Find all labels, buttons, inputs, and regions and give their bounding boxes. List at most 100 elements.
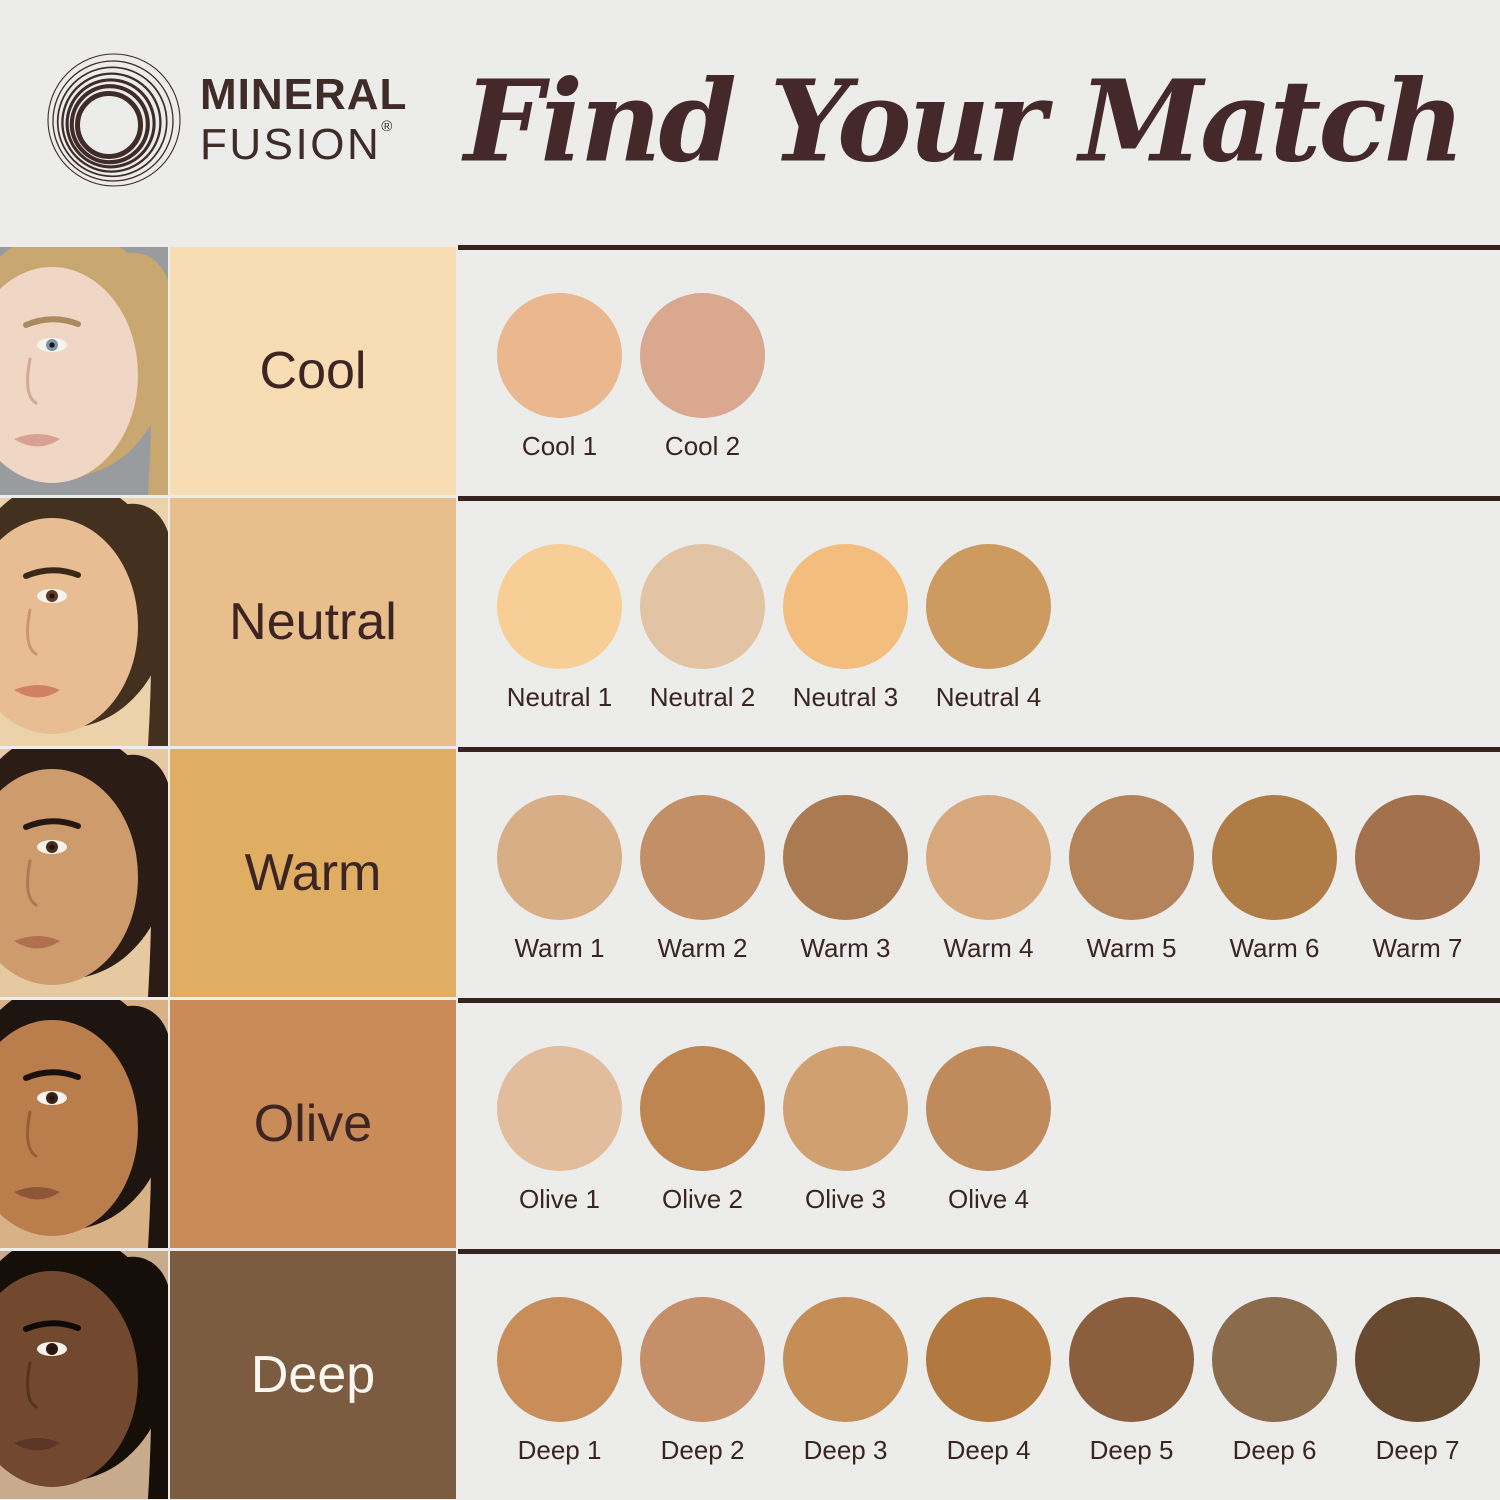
shade-swatch: Olive 3 xyxy=(783,1046,908,1215)
model-face-illustration xyxy=(0,1251,168,1499)
brand-wordmark: MINERAL FUSION® xyxy=(200,72,407,167)
shade-swatch-circle xyxy=(926,795,1051,920)
shade-swatch-name: Deep 4 xyxy=(946,1435,1031,1465)
shade-swatch-circle xyxy=(640,293,765,418)
registered-trademark-mark: ® xyxy=(381,117,393,135)
shade-swatch: Cool 1 xyxy=(497,293,622,462)
shade-swatch-name: Neutral 3 xyxy=(792,682,899,712)
shade-swatch-name: Warm 3 xyxy=(800,933,891,963)
shade-swatch-name: Olive 3 xyxy=(805,1184,886,1214)
shade-swatch-name: Deep 5 xyxy=(1089,1435,1174,1465)
shade-swatch-circle xyxy=(783,795,908,920)
model-photo xyxy=(0,245,168,496)
shade-swatch-name: Warm 2 xyxy=(657,933,748,963)
shade-family-label: Neutral xyxy=(229,593,397,651)
model-face-illustration xyxy=(0,498,168,746)
shade-swatch-circle xyxy=(1069,795,1194,920)
shade-family-label-block: Warm xyxy=(170,749,456,997)
shade-swatch: Deep 6 xyxy=(1212,1297,1337,1466)
shade-swatch-panel: Cool 1 Cool 2 xyxy=(458,245,1500,496)
shade-swatch: Deep 5 xyxy=(1069,1297,1194,1466)
shade-swatch: Deep 2 xyxy=(640,1297,765,1466)
shade-family-label: Olive xyxy=(253,1095,373,1153)
shade-row-olive: Olive Olive 1 Olive 2 Olive 3 Olive 4 xyxy=(0,998,1500,1249)
shade-swatch-circle xyxy=(1355,1297,1480,1422)
shade-swatch: Warm 6 xyxy=(1212,795,1337,964)
model-face-illustration xyxy=(0,749,168,997)
shade-swatch-circle xyxy=(497,1046,622,1171)
brand-name-mineral: MINERAL xyxy=(200,70,408,120)
shade-swatch-circle xyxy=(497,293,622,418)
mineral-fusion-rings-icon xyxy=(47,53,181,187)
shade-swatch-circle xyxy=(783,544,908,669)
model-photo xyxy=(0,1249,168,1500)
shade-family-label-block: Olive xyxy=(170,1000,456,1248)
shade-family-label-block: Neutral xyxy=(170,498,456,746)
shade-family-label-block: Cool xyxy=(170,247,456,495)
shade-swatch-circle xyxy=(926,1297,1051,1422)
shade-row-deep: Deep Deep 1 Deep 2 Deep 3 Deep 4 Deep 5 … xyxy=(0,1249,1500,1500)
shade-swatch-circle xyxy=(926,544,1051,669)
model-face-illustration xyxy=(0,1000,168,1248)
shade-swatch: Warm 2 xyxy=(640,795,765,964)
shade-swatch: Olive 4 xyxy=(926,1046,1051,1215)
shade-swatch-panel: Olive 1 Olive 2 Olive 3 Olive 4 xyxy=(458,998,1500,1249)
shade-swatch-name: Deep 2 xyxy=(660,1435,745,1465)
shade-swatch-circle xyxy=(783,1297,908,1422)
shade-swatch-name: Cool 2 xyxy=(664,431,741,461)
shade-swatch: Olive 2 xyxy=(640,1046,765,1215)
shade-swatch-name: Warm 4 xyxy=(943,933,1034,963)
shade-swatch: Neutral 2 xyxy=(640,544,765,713)
shade-swatch: Deep 1 xyxy=(497,1297,622,1466)
shade-swatch: Neutral 1 xyxy=(497,544,622,713)
shade-rows: Cool Cool 1 Cool 2 Neutral xyxy=(0,245,1500,1500)
shade-swatch-name: Deep 7 xyxy=(1375,1435,1460,1465)
shade-swatch-circle xyxy=(640,1297,765,1422)
shade-swatch-circle xyxy=(497,1297,622,1422)
shade-swatch-name: Warm 6 xyxy=(1229,933,1320,963)
shade-swatch-circle xyxy=(497,795,622,920)
shade-swatch: Deep 4 xyxy=(926,1297,1051,1466)
shade-swatch-circle xyxy=(1212,795,1337,920)
shade-swatch-panel: Neutral 1 Neutral 2 Neutral 3 Neutral 4 xyxy=(458,496,1500,747)
shade-family-label: Warm xyxy=(244,844,382,902)
shade-swatch-name: Deep 3 xyxy=(803,1435,888,1465)
shade-swatch: Deep 7 xyxy=(1355,1297,1480,1466)
model-photo xyxy=(0,747,168,998)
brand-name-fusion: FUSION® xyxy=(200,117,393,169)
shade-swatch-name: Cool 1 xyxy=(521,431,598,461)
shade-swatch-circle xyxy=(1355,795,1480,920)
shade-swatch-circle xyxy=(783,1046,908,1171)
shade-row-cool: Cool Cool 1 Cool 2 xyxy=(0,245,1500,496)
mineral-fusion-logo: MINERAL FUSION® xyxy=(44,50,407,190)
shade-swatch-name: Neutral 2 xyxy=(649,682,756,712)
page-title: Find Your Match xyxy=(463,56,1465,188)
shade-swatch-circle xyxy=(926,1046,1051,1171)
shade-swatch-circle xyxy=(640,544,765,669)
shade-row-neutral: Neutral Neutral 1 Neutral 2 Neutral 3 Ne… xyxy=(0,496,1500,747)
shade-row-warm: Warm Warm 1 Warm 2 Warm 3 Warm 4 Warm 5 … xyxy=(0,747,1500,998)
shade-family-label: Deep xyxy=(250,1346,376,1404)
shade-swatch-name: Warm 5 xyxy=(1086,933,1177,963)
shade-swatch-name: Neutral 1 xyxy=(506,682,613,712)
shade-swatch: Warm 3 xyxy=(783,795,908,964)
shade-swatch-name: Olive 4 xyxy=(948,1184,1029,1214)
shade-family-label-block: Deep xyxy=(170,1251,456,1499)
shade-swatch-circle xyxy=(640,1046,765,1171)
shade-swatch-circle xyxy=(640,795,765,920)
shade-swatch: Warm 5 xyxy=(1069,795,1194,964)
shade-swatch-circle xyxy=(1212,1297,1337,1422)
shade-swatch-panel: Deep 1 Deep 2 Deep 3 Deep 4 Deep 5 Deep … xyxy=(458,1249,1500,1500)
shade-swatch-circle xyxy=(1069,1297,1194,1422)
shade-swatch: Olive 1 xyxy=(497,1046,622,1215)
model-face-illustration xyxy=(0,247,168,495)
shade-swatch: Cool 2 xyxy=(640,293,765,462)
shade-swatch-name: Neutral 4 xyxy=(935,682,1042,712)
model-photo xyxy=(0,998,168,1249)
shade-family-label: Cool xyxy=(259,342,367,400)
shade-swatch: Warm 1 xyxy=(497,795,622,964)
shade-swatch: Neutral 3 xyxy=(783,544,908,713)
shade-swatch-name: Olive 2 xyxy=(662,1184,743,1214)
shade-swatch-panel: Warm 1 Warm 2 Warm 3 Warm 4 Warm 5 Warm … xyxy=(458,747,1500,998)
